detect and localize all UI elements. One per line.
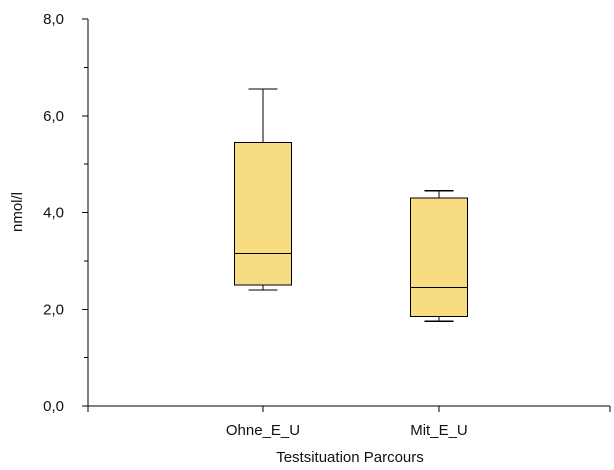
box-iqr xyxy=(233,141,293,286)
x-tick-label: Mit_E_U xyxy=(410,422,468,439)
x-axis-title: Testsituation Parcours xyxy=(276,449,424,466)
box-Mit_E_U xyxy=(409,190,469,322)
box-Ohne_E_U xyxy=(233,88,293,291)
y-tick-label: 6,0 xyxy=(43,108,64,125)
y-tick-label: 8,0 xyxy=(43,11,64,28)
y-axis-title: nmol/l xyxy=(9,192,26,232)
box-iqr xyxy=(409,197,469,318)
boxes-layer xyxy=(233,88,469,322)
y-tick-label: 2,0 xyxy=(43,301,64,318)
x-tick-label: Ohne_E_U xyxy=(226,422,300,439)
y-tick-label: 0,0 xyxy=(43,398,64,415)
y-tick-label: 4,0 xyxy=(43,205,64,222)
y-axis: 0,0 2,0 4,0 6,0 8,0 xyxy=(43,11,89,415)
x-axis: Ohne_E_U Mit_E_U xyxy=(87,405,611,439)
